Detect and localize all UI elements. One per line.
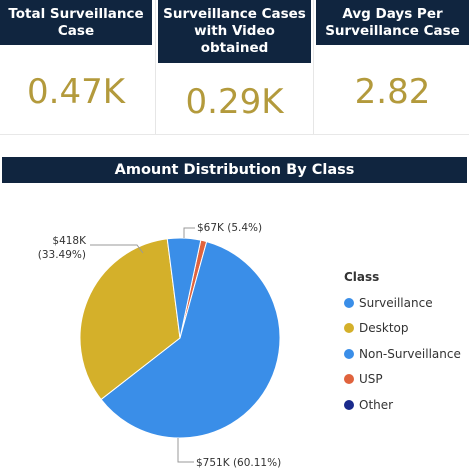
kpi-value-avg-days: 2.82 <box>354 72 431 112</box>
data-label-desktop-percent: (33.49%) <box>38 249 86 261</box>
kpi-divider <box>313 0 314 134</box>
kpi-title-cases-with-video: Surveillance Cases with Video obtained <box>158 0 311 63</box>
pie-slice[interactable] <box>100 241 281 439</box>
legend-label: Desktop <box>359 321 409 336</box>
legend-marker <box>344 297 354 308</box>
data-label-surveillance: $751K (60.11%) <box>196 457 281 469</box>
section-divider <box>0 134 469 135</box>
data-label-small-blue: $67K (5.4%) <box>197 222 262 234</box>
pie-slice[interactable] <box>166 237 202 339</box>
chart-legend: Class Surveillance Desktop Non-Surveillanc… <box>344 270 461 418</box>
legend-item[interactable]: Non-Surveillance <box>344 341 461 367</box>
kpi-title-avg-days: Avg Days Per Surveillance Case <box>316 0 469 45</box>
leader-line-small-blue <box>183 227 195 238</box>
legend-label: Other <box>359 397 394 412</box>
kpi-title-total-cases: Total Surveillance Case <box>0 0 152 45</box>
legend-item[interactable]: Other <box>344 392 461 418</box>
legend-label: USP <box>359 372 383 387</box>
legend-marker <box>344 348 354 359</box>
legend-title: Class <box>344 270 380 284</box>
kpi-divider <box>155 0 156 134</box>
legend-marker <box>344 399 354 410</box>
leader-line-surveillance <box>177 438 194 463</box>
legend-marker <box>344 323 354 334</box>
legend-item[interactable]: Surveillance <box>344 290 461 316</box>
legend-label: Non-Surveillance <box>359 346 461 361</box>
legend-item[interactable]: Desktop <box>344 316 461 342</box>
legend-item[interactable]: USP <box>344 367 461 393</box>
pie-slice[interactable] <box>79 238 181 401</box>
kpi-value-total-cases: 0.47K <box>27 72 125 112</box>
legend-marker <box>344 374 354 385</box>
chart-title: Amount Distribution By Class <box>2 157 467 183</box>
legend-label: Surveillance <box>359 295 433 310</box>
kpi-value-cases-with-video: 0.29K <box>185 82 284 122</box>
data-label-desktop-value: $418K <box>52 235 87 247</box>
leader-line-desktop <box>90 244 144 254</box>
